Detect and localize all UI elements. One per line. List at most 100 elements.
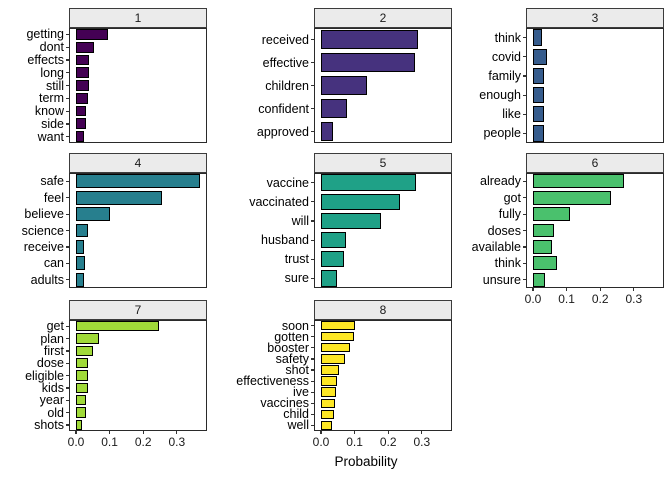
bar-3-think [533, 29, 542, 46]
y-tick [311, 369, 314, 371]
x-tick [75, 431, 77, 434]
y-tick [523, 113, 526, 115]
bar-4-believe [76, 207, 110, 222]
bar-label: dose [36, 356, 64, 371]
bar-8-safety [321, 354, 345, 364]
bar-label: trust [284, 252, 309, 267]
bar-label: old [47, 405, 64, 420]
bar-3-enough [533, 86, 545, 104]
y-tick [311, 62, 314, 64]
y-tick [66, 246, 69, 248]
bar-8-vaccines [321, 398, 336, 408]
bar-8-shot [321, 365, 340, 375]
bar-1-long [76, 67, 90, 79]
bar-label: get [46, 319, 64, 334]
y-tick [311, 182, 314, 184]
y-tick [311, 108, 314, 110]
y-tick [311, 220, 314, 222]
bar-7-year [76, 394, 87, 406]
bar-4-adults [76, 272, 84, 287]
bar-5-vaccine [321, 174, 417, 191]
bar-1-still [76, 80, 90, 91]
bar-label: know [34, 104, 64, 119]
y-tick [66, 33, 69, 36]
x-tick [109, 431, 111, 434]
bar-7-shots [76, 419, 83, 431]
y-tick [66, 72, 69, 74]
x-tick [176, 431, 178, 434]
y-tick [311, 380, 314, 382]
x-tick [354, 431, 356, 434]
y-tick [66, 123, 69, 125]
bar-label: husband [261, 233, 309, 248]
bar-label: got [503, 190, 521, 205]
bar-8-child [321, 409, 334, 420]
y-tick [311, 85, 314, 87]
x-tick-label: 0.2 [379, 435, 397, 449]
y-tick [311, 424, 314, 427]
bar-label: effects [27, 52, 64, 67]
x-tick-label: 0.3 [168, 435, 186, 449]
bar-6-unsure [533, 272, 545, 287]
y-tick [66, 387, 69, 389]
x-tick [532, 288, 534, 291]
bar-4-receive [76, 239, 85, 254]
bar-label: gotten [274, 329, 309, 344]
y-tick [311, 277, 314, 280]
bar-6-available [533, 239, 552, 254]
bar-label: booster [267, 340, 309, 355]
facet-strip-8: 8 [314, 300, 452, 320]
x-tick [633, 288, 635, 291]
y-tick [66, 46, 69, 48]
bar-label: plan [40, 331, 64, 346]
x-axis-title: Probability [334, 454, 398, 469]
y-tick [311, 39, 314, 41]
facet-panel-5 [314, 173, 452, 288]
bar-label: effectiveness [236, 374, 309, 389]
bar-4-science [76, 223, 89, 238]
bar-label: unsure [482, 272, 521, 287]
y-tick [311, 358, 314, 360]
bar-8-booster [321, 343, 350, 353]
bar-7-first [76, 345, 93, 357]
bar-label: shots [34, 417, 64, 432]
y-tick [66, 262, 69, 265]
bar-1-effects [76, 54, 90, 66]
x-tick [599, 288, 601, 291]
bar-6-fully [533, 207, 570, 222]
x-tick [142, 431, 144, 434]
bar-1-side [76, 118, 86, 130]
bar-label: long [40, 65, 64, 80]
bar-label: want [37, 129, 64, 144]
bar-label: approved [256, 124, 309, 139]
bar-3-people [533, 125, 545, 142]
bar-label: vaccinated [249, 194, 309, 209]
facet-strip-3: 3 [526, 8, 664, 28]
x-tick-label: 0.1 [346, 435, 363, 449]
x-tick-label: 0.2 [134, 435, 152, 449]
bar-label: available [471, 239, 521, 254]
y-tick [311, 325, 314, 327]
facet-strip-4: 4 [69, 153, 207, 173]
bar-1-know [76, 105, 86, 117]
bar-7-eligible [76, 370, 88, 381]
y-tick [66, 412, 69, 414]
y-tick [311, 239, 314, 241]
bar-6-think [533, 256, 557, 271]
y-tick [311, 413, 314, 416]
bar-label: well [287, 418, 309, 433]
bar-label: term [39, 91, 64, 106]
y-tick [311, 131, 314, 133]
bar-label: safe [40, 174, 64, 189]
bar-label: vaccines [260, 396, 309, 411]
y-tick [523, 262, 526, 265]
y-tick [523, 246, 526, 248]
x-tick [566, 288, 568, 291]
bar-4-can [76, 256, 86, 271]
y-tick [523, 180, 526, 182]
y-tick [66, 97, 69, 99]
y-tick [311, 201, 314, 203]
y-tick [523, 37, 526, 39]
bar-6-doses [533, 223, 554, 238]
y-tick [66, 180, 69, 182]
